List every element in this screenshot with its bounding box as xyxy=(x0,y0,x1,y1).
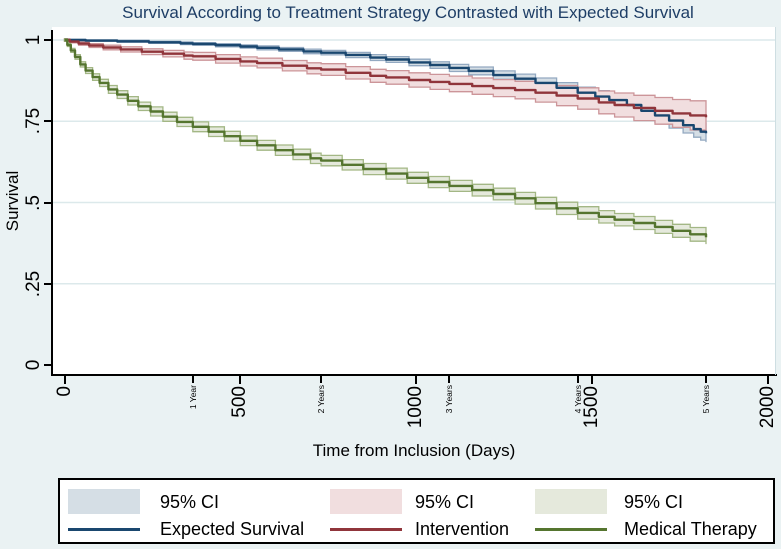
x-tick-minor xyxy=(320,376,323,383)
x-minor-label: 1 Year xyxy=(187,385,198,410)
y-tick xyxy=(44,39,52,41)
x-tick-minor xyxy=(448,376,451,383)
y-axis-title: Survival xyxy=(3,170,22,232)
survival-curves-svg xyxy=(52,38,776,285)
x-tick-major xyxy=(415,376,417,384)
x-tick-major xyxy=(766,376,769,384)
x-minor-label: 4 Years xyxy=(572,385,583,414)
legend-ci-swatch-1 xyxy=(330,489,402,514)
y-tick-label: 1 xyxy=(23,34,44,46)
x-tick-label: 1000 xyxy=(405,386,426,429)
plot-right-edge xyxy=(775,27,776,375)
y-tick xyxy=(44,282,52,285)
legend-ci-label-1: 95% CI xyxy=(415,492,475,512)
y-tick-label: 0 xyxy=(23,359,44,371)
legend-series-label-0: Expected Survival xyxy=(160,519,305,539)
y-tick xyxy=(44,120,52,123)
chart-title: Survival According to Treatment Strategy… xyxy=(122,3,694,22)
x-axis-line xyxy=(51,374,777,376)
y-tick xyxy=(44,201,52,204)
legend-series-label-2: Medical Therapy xyxy=(624,519,757,539)
y-tick-label: .25 xyxy=(23,270,44,297)
x-tick-major xyxy=(239,376,242,384)
legend-line-key-0 xyxy=(68,528,140,531)
legend: 95% CI Expected Survival 95% CI Interventio… xyxy=(58,478,775,544)
x-tick-minor xyxy=(191,376,194,383)
survival-line-2 xyxy=(64,38,708,238)
y-tick-label: .75 xyxy=(23,108,44,135)
x-tick-label: 500 xyxy=(229,386,251,418)
ci-band-1 xyxy=(63,38,707,133)
x-tick-label: 2000 xyxy=(756,386,778,429)
y-tick-label: .5 xyxy=(23,194,44,211)
x-tick-label: 1500 xyxy=(580,386,602,429)
x-axis-title: Time from Inclusion (Days) xyxy=(312,441,516,460)
legend-series-label-1: Intervention xyxy=(415,519,510,539)
legend-line-key-1 xyxy=(330,528,402,531)
legend-line-key-2 xyxy=(535,528,607,531)
legend-ci-label-0: 95% CI xyxy=(160,492,220,512)
legend-ci-swatch-2 xyxy=(535,489,607,514)
x-tick-minor xyxy=(576,376,579,383)
x-minor-label: 3 Years xyxy=(444,385,455,414)
y-tick xyxy=(44,364,52,366)
x-tick-label: 0 xyxy=(53,386,75,397)
x-tick-major xyxy=(590,376,593,384)
x-minor-label: 2 Years xyxy=(316,385,327,414)
x-tick-major xyxy=(63,376,66,384)
legend-ci-label-2: 95% CI xyxy=(624,492,684,512)
x-minor-label: 5 Years xyxy=(700,385,711,414)
x-tick-minor xyxy=(704,376,707,383)
survival-line-1 xyxy=(64,38,708,118)
y-axis-line xyxy=(51,30,53,376)
legend-ci-swatch-0 xyxy=(68,489,140,514)
